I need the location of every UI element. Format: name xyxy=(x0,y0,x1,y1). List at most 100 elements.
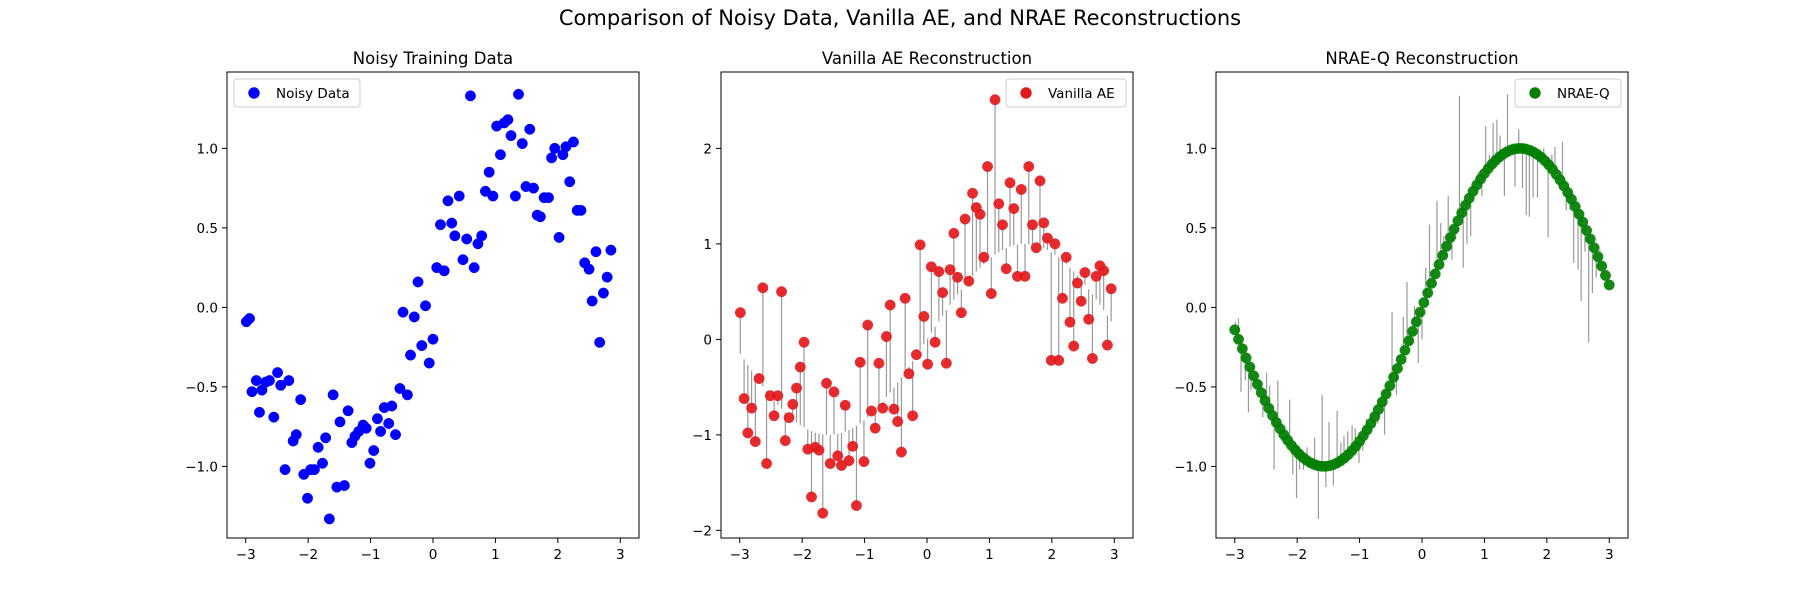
data-point xyxy=(1229,324,1241,336)
data-point xyxy=(427,333,439,345)
data-point xyxy=(783,412,795,424)
data-point xyxy=(494,149,506,161)
data-point xyxy=(753,373,765,384)
data-point xyxy=(862,319,874,331)
data-point xyxy=(1049,238,1061,250)
y-tick-label: 0.5 xyxy=(1186,221,1207,237)
data-point xyxy=(502,114,514,126)
x-tick-label: 1 xyxy=(985,547,994,563)
data-point xyxy=(734,307,746,319)
chart-title: NRAE-Q Reconstruction xyxy=(1325,49,1518,68)
data-point xyxy=(272,367,284,379)
data-point xyxy=(487,190,499,202)
data-point xyxy=(851,500,862,511)
data-point xyxy=(268,411,280,423)
data-point xyxy=(1053,354,1065,366)
data-point xyxy=(534,211,546,223)
data-point xyxy=(944,264,956,276)
data-point xyxy=(457,254,469,266)
data-point xyxy=(794,361,806,373)
data-point xyxy=(546,152,558,164)
data-point xyxy=(1079,267,1091,278)
data-point xyxy=(416,340,428,352)
legend-marker xyxy=(1020,87,1032,99)
y-tick-label: −1.0 xyxy=(1174,459,1207,475)
data-point xyxy=(1027,219,1038,231)
data-point xyxy=(1015,184,1027,195)
data-point xyxy=(476,230,488,242)
data-point xyxy=(338,480,350,491)
x-tick-label: −1 xyxy=(361,547,381,563)
data-point xyxy=(1429,268,1441,280)
legend: Noisy Data xyxy=(233,78,361,108)
data-point xyxy=(453,190,465,202)
data-point xyxy=(590,246,602,258)
data-point xyxy=(1071,277,1083,289)
data-point xyxy=(742,427,754,439)
data-point xyxy=(806,491,817,503)
data-point xyxy=(989,94,1001,106)
data-point xyxy=(368,445,380,456)
data-point xyxy=(516,138,528,150)
data-point xyxy=(390,429,401,441)
data-point xyxy=(412,276,424,288)
data-point xyxy=(1592,251,1604,263)
data-point xyxy=(1042,232,1053,244)
data-point xyxy=(1399,344,1411,356)
data-point xyxy=(798,336,810,348)
y-tick-label: 0.5 xyxy=(197,221,218,237)
data-point xyxy=(564,176,576,188)
data-point xyxy=(1090,270,1102,282)
data-point xyxy=(1004,177,1016,189)
y-tick-label: 1.0 xyxy=(1186,141,1207,157)
data-point xyxy=(250,375,262,386)
y-tick-label: −1.0 xyxy=(185,459,218,475)
data-point xyxy=(903,368,915,380)
data-point xyxy=(985,288,997,299)
data-point xyxy=(738,393,750,405)
x-tick-label: −2 xyxy=(1287,547,1307,563)
data-point xyxy=(263,375,275,386)
data-point xyxy=(817,507,829,519)
chart-title: Noisy Training Data xyxy=(353,49,513,68)
data-point xyxy=(1038,217,1050,229)
legend-label: Noisy Data xyxy=(276,86,350,102)
data-point xyxy=(605,244,617,256)
data-point xyxy=(749,436,761,448)
data-point xyxy=(420,300,431,312)
data-point xyxy=(1057,292,1068,304)
data-point xyxy=(910,349,922,361)
data-point xyxy=(1422,287,1434,299)
data-point xyxy=(967,187,979,199)
y-tick-label: −1 xyxy=(692,428,712,444)
data-point xyxy=(832,450,844,462)
data-point xyxy=(997,219,1008,231)
data-point xyxy=(1064,316,1076,328)
data-point xyxy=(244,313,255,324)
data-point xyxy=(1000,263,1012,275)
data-point xyxy=(513,88,524,100)
legend: Vanilla AE xyxy=(1005,78,1127,108)
data-point xyxy=(914,239,926,251)
data-point xyxy=(746,402,758,414)
data-point xyxy=(948,227,960,239)
data-point xyxy=(364,457,376,469)
data-point xyxy=(1060,251,1072,263)
x-tick-label: 1 xyxy=(491,547,500,563)
data-point xyxy=(1600,269,1611,281)
data-point xyxy=(483,166,495,178)
data-point xyxy=(952,271,964,283)
data-point xyxy=(371,413,383,425)
data-point xyxy=(865,405,877,417)
data-point xyxy=(888,403,900,415)
data-point xyxy=(323,513,335,525)
x-tick-label: −3 xyxy=(730,547,750,563)
data-point xyxy=(880,331,892,342)
data-point xyxy=(283,375,295,386)
y-tick-label: 0.0 xyxy=(1186,300,1207,316)
data-point xyxy=(575,204,587,216)
data-point xyxy=(963,275,975,287)
data-point xyxy=(528,182,539,194)
data-point xyxy=(401,389,413,401)
